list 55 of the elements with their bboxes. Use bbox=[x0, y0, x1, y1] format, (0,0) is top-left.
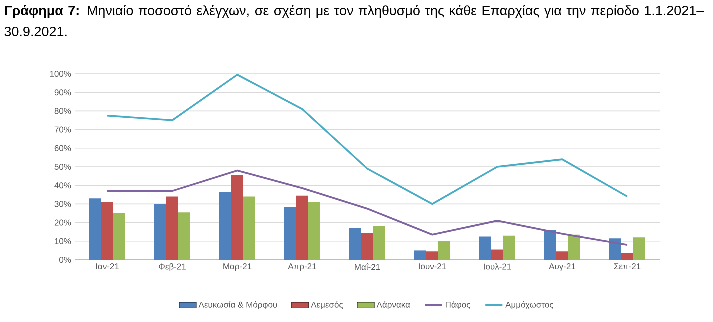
chart-title: Γράφημα 7: Μηνιαίο ποσοστό ελέγχων, σε σχέση με τον πληθυσμό της κάθε Επαρχίας για την περίοδο 1.1.2021–30.9.2021. bbox=[4, 5, 704, 36]
x-tick-label: Μαΐ-21 bbox=[355, 264, 380, 270]
bar bbox=[154, 204, 166, 260]
bar bbox=[308, 202, 320, 260]
bar bbox=[284, 206, 296, 260]
y-tick-label: 40% bbox=[54, 182, 72, 189]
bar bbox=[90, 198, 102, 260]
x-tick-label: Σεπ-21 bbox=[614, 264, 641, 270]
bar bbox=[178, 212, 190, 260]
bar bbox=[568, 234, 580, 260]
x-tick-label: Ιαν-21 bbox=[96, 264, 119, 270]
y-tick-label: 50% bbox=[54, 164, 72, 170]
x-tick-label: Ιουν-21 bbox=[419, 264, 446, 270]
y-tick-label: 30% bbox=[54, 201, 72, 208]
bar bbox=[220, 192, 232, 260]
bar bbox=[244, 196, 256, 260]
bar bbox=[232, 175, 244, 260]
y-tick-label: 10% bbox=[55, 238, 72, 244]
bar bbox=[556, 252, 568, 260]
y-tick-label: 20% bbox=[54, 220, 72, 226]
bar bbox=[504, 236, 516, 260]
bar bbox=[492, 250, 504, 260]
line-series bbox=[106, 170, 628, 246]
y-tick-label: 90% bbox=[54, 90, 72, 96]
legend-label: Λάρνακα bbox=[376, 301, 410, 310]
x-tick-label: Ιουλ-21 bbox=[484, 264, 512, 270]
bar bbox=[374, 226, 386, 260]
x-tick-label: Αυγ-21 bbox=[549, 264, 576, 272]
legend-label: Λεμεσός bbox=[311, 301, 344, 310]
legend-label: Αμμόχωστος bbox=[506, 301, 554, 310]
legend-label: Λευκωσία & Μόρφου bbox=[198, 301, 278, 310]
y-tick-label: 80% bbox=[54, 108, 72, 114]
bar bbox=[350, 228, 362, 260]
y-tick-label: 0% bbox=[60, 257, 72, 264]
bar bbox=[114, 214, 126, 260]
bar bbox=[426, 252, 438, 260]
bar bbox=[544, 230, 556, 260]
bar bbox=[102, 202, 114, 260]
y-tick-label: 60% bbox=[54, 145, 72, 152]
bar bbox=[480, 236, 492, 260]
bar bbox=[634, 238, 646, 260]
x-tick-label: Απρ-21 bbox=[288, 264, 316, 272]
x-tick-label: Φεβ-21 bbox=[159, 264, 186, 272]
bar bbox=[438, 241, 450, 260]
bar bbox=[166, 196, 179, 260]
x-tick-label: Μαρ-21 bbox=[224, 264, 252, 272]
legend-label: Πάφος bbox=[446, 301, 470, 310]
bar bbox=[362, 233, 374, 260]
bar bbox=[296, 196, 308, 260]
y-tick-label: 100% bbox=[50, 71, 72, 78]
bar bbox=[414, 250, 426, 260]
bar bbox=[610, 238, 622, 260]
bar bbox=[621, 253, 634, 260]
y-tick-label: 70% bbox=[54, 126, 72, 133]
line-series bbox=[106, 74, 628, 206]
